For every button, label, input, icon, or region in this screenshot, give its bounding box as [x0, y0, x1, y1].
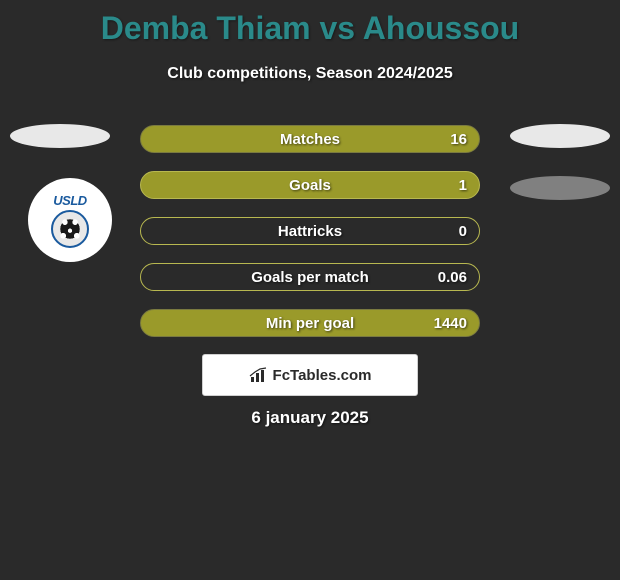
stat-label: Matches: [280, 131, 340, 148]
player-right-placeholder-1: [510, 124, 610, 148]
player-left-placeholder: [10, 124, 110, 148]
stat-label: Hattricks: [278, 223, 342, 240]
soccer-ball-icon: [51, 210, 89, 248]
club-badge: USLD: [28, 178, 112, 262]
stat-row-goals-per-match: Goals per match 0.06: [140, 263, 480, 291]
player-right-placeholder-2: [510, 176, 610, 200]
stat-value: 1440: [434, 315, 467, 332]
stat-value: 0.06: [438, 269, 467, 286]
stat-value: 1: [459, 177, 467, 194]
comparison-card: Demba Thiam vs Ahoussou Club competition…: [0, 0, 620, 580]
date-text: 6 january 2025: [0, 408, 620, 428]
bar-chart-icon: [249, 367, 269, 383]
stat-value: 0: [459, 223, 467, 240]
attribution-text: FcTables.com: [273, 367, 372, 384]
stat-label: Goals: [289, 177, 331, 194]
page-title: Demba Thiam vs Ahoussou: [0, 0, 620, 47]
stat-label: Min per goal: [266, 315, 354, 332]
stat-row-goals: Goals 1: [140, 171, 480, 199]
stat-row-hattricks: Hattricks 0: [140, 217, 480, 245]
page-subtitle: Club competitions, Season 2024/2025: [0, 65, 620, 83]
club-badge-inner: USLD: [51, 193, 89, 248]
stat-label: Goals per match: [251, 269, 369, 286]
club-badge-text: USLD: [51, 193, 89, 208]
stat-value: 16: [450, 131, 467, 148]
stat-rows: Matches 16 Goals 1 Hattricks 0 Goals per…: [140, 125, 480, 355]
stat-row-min-per-goal: Min per goal 1440: [140, 309, 480, 337]
stat-row-matches: Matches 16: [140, 125, 480, 153]
attribution[interactable]: FcTables.com: [202, 354, 418, 396]
